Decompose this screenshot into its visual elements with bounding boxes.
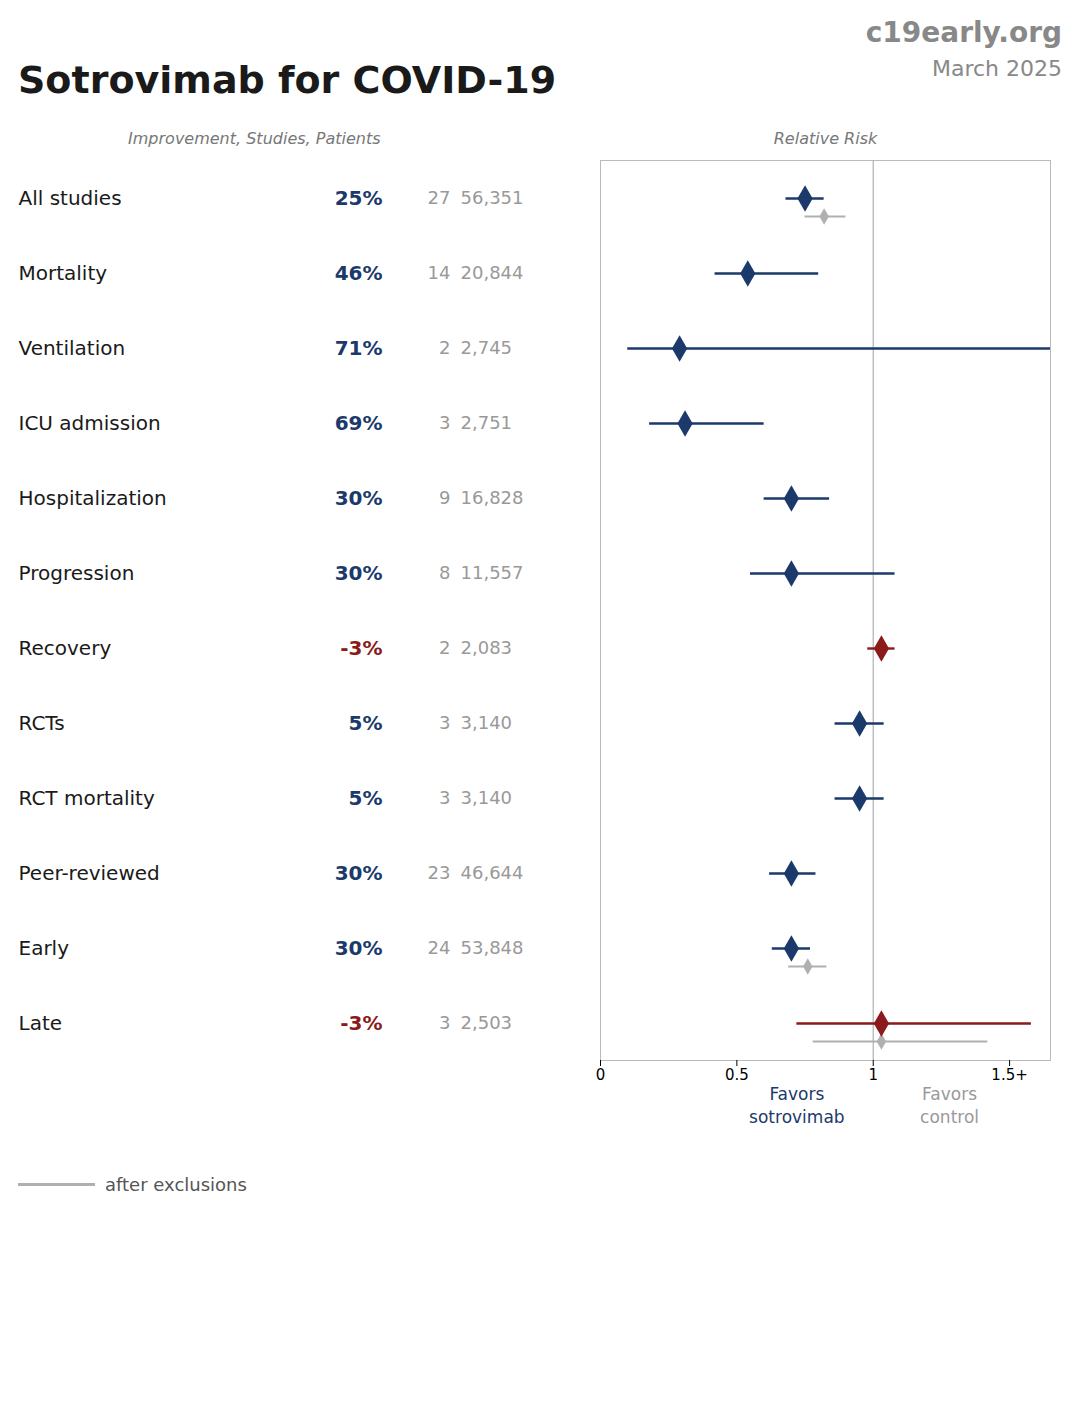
svg-text:Early: Early — [19, 936, 70, 960]
svg-text:2: 2 — [439, 337, 450, 358]
svg-text:23: 23 — [428, 862, 451, 883]
svg-text:Progression: Progression — [19, 561, 135, 585]
svg-text:30%: 30% — [335, 936, 383, 960]
svg-text:-3%: -3% — [340, 1011, 382, 1035]
svg-text:25%: 25% — [335, 186, 383, 210]
svg-text:8: 8 — [439, 562, 450, 583]
svg-text:30%: 30% — [335, 861, 383, 885]
svg-text:Recovery: Recovery — [19, 636, 112, 660]
svg-text:5%: 5% — [349, 711, 383, 735]
html-text:Sotrovimab for COVID-19: Sotrovimab for COVID-19 — [18, 58, 557, 102]
svg-text:16,828: 16,828 — [461, 487, 524, 508]
svg-text:30%: 30% — [335, 561, 383, 585]
svg-text:9: 9 — [439, 487, 450, 508]
svg-text:RCT mortality: RCT mortality — [19, 786, 155, 810]
svg-text:3: 3 — [439, 1012, 450, 1033]
svg-text:30%: 30% — [335, 486, 383, 510]
svg-text:46,644: 46,644 — [461, 862, 524, 883]
svg-text:3: 3 — [439, 787, 450, 808]
svg-text:0: 0 — [596, 1066, 606, 1084]
svg-text:3,140: 3,140 — [461, 787, 513, 808]
svg-text:27: 27 — [428, 187, 451, 208]
svg-text:Relative Risk: Relative Risk — [774, 129, 878, 148]
svg-text:Improvement, Studies, Patients: Improvement, Studies, Patients — [128, 129, 380, 148]
html-text:March 2025: March 2025 — [932, 56, 1062, 81]
svg-text:3: 3 — [439, 412, 450, 433]
svg-text:24: 24 — [428, 937, 451, 958]
svg-text:3,140: 3,140 — [461, 712, 513, 733]
svg-text:1.5+: 1.5+ — [991, 1066, 1027, 1084]
html-text:after exclusions: after exclusions — [105, 1174, 247, 1195]
html-text:c19early.org: c19early.org — [865, 16, 1062, 49]
svg-text:2,083: 2,083 — [461, 637, 513, 658]
svg-text:Favorscontrol: Favorscontrol — [920, 1084, 979, 1126]
svg-text:ICU admission: ICU admission — [19, 411, 161, 435]
svg-text:All studies: All studies — [19, 186, 122, 210]
svg-text:53,848: 53,848 — [461, 937, 524, 958]
svg-text:Hospitalization: Hospitalization — [19, 486, 167, 510]
svg-text:56,351: 56,351 — [461, 187, 524, 208]
svg-text:Late: Late — [19, 1011, 63, 1035]
svg-text:Mortality: Mortality — [19, 261, 108, 285]
svg-text:RCTs: RCTs — [19, 711, 65, 735]
svg-text:-3%: -3% — [340, 636, 382, 660]
svg-text:2: 2 — [439, 637, 450, 658]
svg-text:Favorssotrovimab: Favorssotrovimab — [749, 1084, 845, 1126]
svg-text:2,503: 2,503 — [461, 1012, 513, 1033]
svg-text:Peer-reviewed: Peer-reviewed — [19, 861, 160, 885]
svg-text:2,745: 2,745 — [461, 337, 513, 358]
svg-text:20,844: 20,844 — [461, 262, 524, 283]
svg-text:2,751: 2,751 — [461, 412, 513, 433]
svg-text:14: 14 — [428, 262, 451, 283]
svg-text:5%: 5% — [349, 786, 383, 810]
svg-text:46%: 46% — [335, 261, 383, 285]
svg-text:1: 1 — [868, 1066, 878, 1084]
svg-text:71%: 71% — [335, 336, 383, 360]
svg-text:Ventilation: Ventilation — [19, 336, 126, 360]
svg-text:3: 3 — [439, 712, 450, 733]
svg-text:69%: 69% — [335, 411, 383, 435]
svg-text:11,557: 11,557 — [461, 562, 524, 583]
svg-text:0.5: 0.5 — [725, 1066, 749, 1084]
